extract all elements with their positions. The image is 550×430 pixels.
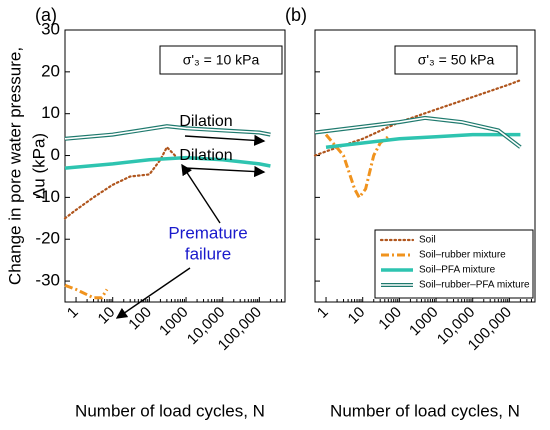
x-axis-label: Number of load cycles, N	[75, 401, 265, 420]
x-tick-label: 1	[64, 304, 82, 322]
x-tick-label: 100	[375, 304, 405, 334]
legend-label: Soil–PFA mixture	[419, 265, 496, 276]
annotation: Dilation	[179, 113, 232, 130]
x-tick-label: 100	[125, 304, 155, 334]
arrow	[184, 165, 266, 178]
series-line	[324, 133, 390, 201]
condition-label: σ'₃ = 50 kPa	[418, 52, 495, 68]
x-tick-label: 10	[95, 304, 119, 328]
series-line	[64, 155, 271, 170]
series-line	[325, 132, 521, 149]
legend-label: Soil–rubber–PFA mixture	[419, 280, 530, 291]
legend-label: Soil	[419, 235, 436, 246]
y-tick-label: 10	[41, 103, 60, 122]
panel-label: (a)	[35, 5, 57, 25]
y-axis-label: Δu (kPa)	[29, 133, 48, 199]
legend-label: Soil–rubber mixture	[419, 250, 506, 261]
panel-label: (b)	[285, 5, 307, 25]
series-line	[63, 145, 177, 220]
y-tick-label: 0	[51, 145, 60, 164]
series-line	[64, 124, 271, 141]
y-tick-label: -20	[35, 229, 60, 248]
y-tick-label: 30	[41, 19, 60, 38]
y-tick-label: -10	[35, 187, 60, 206]
series-line	[313, 79, 522, 157]
annotation: Premature	[168, 223, 247, 242]
arrow	[115, 267, 191, 319]
condition-label: σ'₃ = 10 kPa	[183, 52, 260, 68]
series-line-inner	[314, 117, 521, 148]
y-tick-label: -30	[35, 271, 60, 290]
condition-box	[159, 45, 283, 75]
condition-box	[394, 45, 518, 75]
annotation: Dilation	[179, 147, 232, 164]
x-axis-label: Number of load cycles, N	[330, 401, 520, 420]
arrow	[184, 134, 266, 146]
series-line	[64, 283, 109, 300]
series-line-inner	[64, 125, 271, 140]
y-axis-label: Change in pore water pressure,	[5, 47, 24, 285]
annotation: failure	[185, 244, 231, 263]
series-line	[314, 115, 522, 149]
arrow	[181, 163, 221, 224]
x-tick-label: 10	[345, 304, 369, 328]
x-tick-label: 1	[314, 304, 332, 322]
y-tick-label: 20	[41, 61, 60, 80]
